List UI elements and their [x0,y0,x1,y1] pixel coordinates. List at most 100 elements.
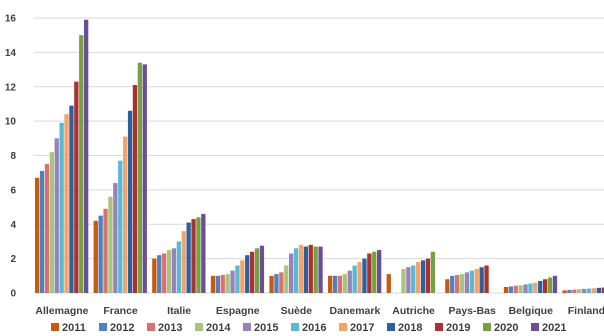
bar [98,215,103,293]
y-tick-label: 12 [5,82,17,93]
legend-swatch [339,323,347,331]
legend-swatch [291,323,299,331]
y-tick-label: 8 [10,151,16,162]
bar [367,253,372,293]
bar [357,262,362,293]
bar [411,265,416,293]
x-category-label: Espagne [216,305,260,317]
bar [142,64,147,293]
bar [181,231,186,293]
x-category-label: Belgique [509,305,553,317]
legend-entry: 2017 [350,322,374,334]
bar [328,275,333,293]
legend-swatch [243,323,251,331]
bar [503,286,509,293]
bar [469,270,474,293]
legend-swatch [99,323,107,331]
bar [157,255,162,293]
x-category-label: Pays-Bas [449,305,496,317]
bar [523,284,528,293]
bar [93,220,98,293]
bar [289,253,294,293]
bar [74,81,79,293]
bar [567,289,572,293]
y-tick-label: 6 [10,185,16,196]
bar [401,268,406,293]
y-tick-label: 4 [10,220,16,231]
bar [586,288,592,293]
bar [308,244,313,293]
legend-swatch [147,323,155,331]
y-tick-label: 2 [10,254,16,265]
y-tick-label: 14 [5,48,17,59]
bar [450,275,455,293]
bar [596,287,601,293]
bar [132,85,138,293]
bar [123,136,128,293]
bar [552,275,558,293]
bar [577,289,582,293]
bar [254,248,260,293]
bar [508,286,513,293]
bar [591,288,597,293]
bar [191,219,196,293]
legend-entry: 2013 [158,322,182,334]
bar [225,274,230,293]
bar [235,265,240,293]
bar [201,213,206,293]
legend-swatch [531,323,539,331]
legend-swatch [51,323,59,331]
bar [518,285,523,293]
legend-swatch [435,323,443,331]
bar [362,258,367,293]
bar [196,217,201,293]
bar [69,105,74,293]
legend-entry: 2014 [206,322,231,334]
x-axis-categories: Allemagne France Italie Espagne Suède Danemar… [35,305,604,317]
bar [513,285,518,293]
legend: 2011 2012 2013 2014 2015 2016 2017 2018 2019 2020… [51,322,566,334]
bar [176,241,181,293]
y-tick-label: 0 [10,289,16,300]
bar [103,208,108,293]
bar [406,267,411,293]
legend-entry: 2015 [254,322,278,334]
x-category-label: Italie [167,305,191,317]
bar [562,290,567,293]
y-tick-label: 10 [5,117,17,128]
bar [171,248,177,293]
bar [337,275,343,293]
y-axis-ticks: 0 2 4 6 8 10 12 14 16 [5,14,17,300]
bar [455,274,460,293]
bar [245,255,250,293]
bar [572,289,577,293]
bar [479,267,484,293]
bar [269,275,274,293]
bar [210,275,216,293]
bar [54,138,59,293]
bar [293,248,299,293]
bar [303,246,308,293]
bar [372,251,377,293]
bar [547,277,553,293]
x-category-label: Danemark [330,305,381,317]
bar [162,253,167,293]
bar [259,245,265,293]
bar [186,222,191,293]
bar [240,260,245,293]
bar [79,35,84,293]
bar [113,183,118,293]
bar [430,251,435,293]
bar [44,164,50,293]
bar [377,250,382,293]
bar [425,258,431,293]
bars [35,19,604,293]
bar [250,251,255,293]
legend-entry: 2011 [62,322,86,334]
bar [230,270,235,293]
legend-swatch [483,323,491,331]
legend-entry: 2018 [398,322,422,334]
x-category-label: France [103,305,138,317]
bar [342,274,347,293]
